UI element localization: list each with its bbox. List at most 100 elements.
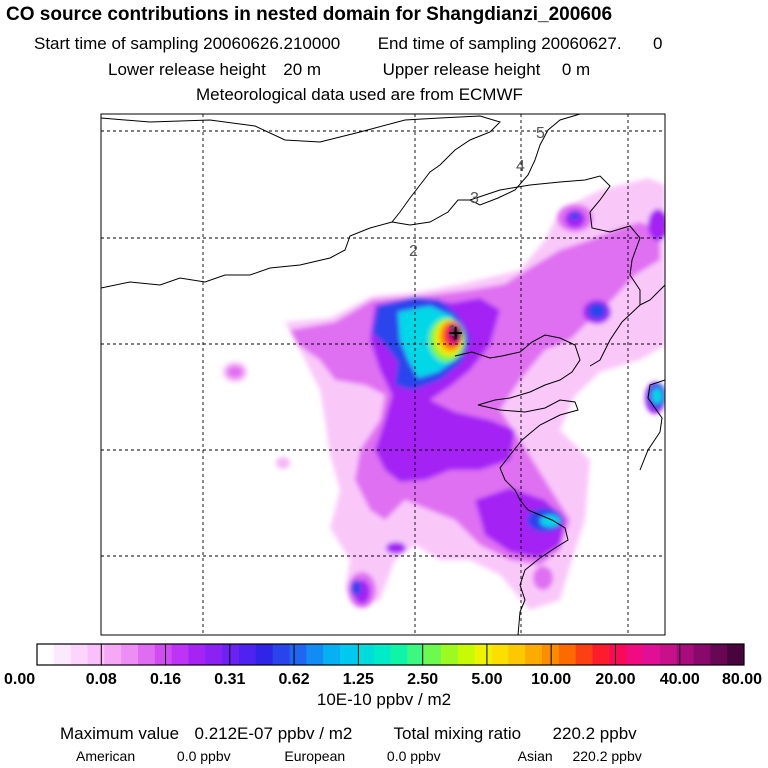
colorbar-cell bbox=[356, 644, 375, 665]
met-data-line: Meteorological data used are from ECMWF bbox=[196, 85, 523, 104]
colorbar-cell bbox=[643, 644, 661, 665]
contour-blue-isolated bbox=[588, 303, 606, 319]
coastline-korea-bay bbox=[469, 175, 641, 367]
contour-purple-south bbox=[475, 488, 565, 558]
colorbar-cell bbox=[457, 644, 476, 665]
coastline-north bbox=[101, 115, 501, 289]
coastline-bohai bbox=[391, 114, 581, 226]
colorbar-cell bbox=[558, 644, 577, 665]
colorbar-cell bbox=[390, 644, 408, 665]
contour-blue-isolated bbox=[570, 212, 580, 220]
concentration-field bbox=[223, 178, 665, 610]
colorbar-cell bbox=[121, 644, 139, 665]
colorbar-cell bbox=[239, 644, 257, 665]
end-extra: 0 bbox=[653, 34, 663, 53]
colorbar-cell bbox=[255, 644, 274, 665]
region-name-asian: Asian bbox=[517, 748, 553, 764]
colorbar-tick-label: 0.62 bbox=[279, 671, 310, 688]
coastline-shandong bbox=[454, 334, 581, 406]
colorbar-cell bbox=[659, 644, 678, 665]
colorbar-tick-labels: 0.00 0.08 0.16 0.31 0.62 1.25 2.50 5.00 10.00 20.… bbox=[4, 671, 762, 688]
colorbar-cell bbox=[340, 644, 358, 665]
colorbar-cell bbox=[154, 644, 173, 665]
colorbar-tick-label: 0.00 bbox=[4, 671, 35, 688]
colorbar-cell bbox=[373, 644, 391, 665]
contour-cyan-isolated bbox=[652, 388, 662, 404]
region-value-american: 0.0 ppbv bbox=[176, 748, 231, 764]
colorbar-frame bbox=[36, 643, 745, 666]
grid-label-5: 5 bbox=[536, 125, 545, 142]
start-label: Start time of sampling bbox=[34, 34, 199, 53]
colorbar-cell bbox=[37, 644, 55, 665]
colorbar-cell bbox=[592, 644, 610, 665]
colorbar-cell bbox=[222, 644, 240, 665]
grid-label-4: 4 bbox=[516, 158, 525, 175]
upper-release-value: 0 m bbox=[561, 60, 591, 79]
colorbar-cell bbox=[289, 644, 307, 665]
coastline-jiangsu bbox=[477, 399, 579, 635]
contour-purple-isolated bbox=[386, 542, 406, 554]
colorbar-unit: 10E-10 ppbv / m2 bbox=[316, 690, 452, 709]
colorbar-cell bbox=[727, 644, 745, 665]
grid-label-1: 1 bbox=[448, 323, 457, 340]
coastline-korea-west bbox=[639, 284, 665, 306]
contour-blue-isolated bbox=[351, 580, 361, 596]
colorbar-tick-label: 2.50 bbox=[407, 671, 438, 688]
region-name-european: European bbox=[284, 748, 346, 764]
grid-label-2: 2 bbox=[409, 243, 418, 260]
regional-contributions: American 0.0 ppbv European 0.0 ppbv Asia… bbox=[76, 748, 642, 764]
colorbar-cell bbox=[104, 644, 122, 665]
contour-light-pink-isolated bbox=[276, 457, 290, 469]
contour-magenta-isolated bbox=[533, 566, 553, 590]
colorbar-cells bbox=[37, 644, 745, 665]
colorbar-cell bbox=[205, 644, 223, 665]
colorbar-tick-label: 10.00 bbox=[531, 671, 571, 688]
colorbar-cell bbox=[323, 644, 341, 665]
colorbar-tick-label: 1.25 bbox=[343, 671, 374, 688]
map-frame bbox=[100, 113, 666, 636]
upper-release-label: Upper release height bbox=[382, 60, 541, 79]
release-height-line: Lower release height 20 m Upper release … bbox=[108, 60, 590, 80]
receptor-plus-sign: + bbox=[448, 318, 463, 348]
colorbar-tick-label: 0.08 bbox=[86, 671, 117, 688]
region-value-european: 0.0 ppbv bbox=[386, 748, 441, 764]
max-value: 0.212E-07 ppbv / m2 bbox=[194, 724, 353, 743]
colorbar-cell bbox=[188, 644, 206, 665]
max-value-label: Maximum value bbox=[60, 724, 180, 743]
end-label: End time of sampling bbox=[377, 34, 537, 53]
colorbar-cell bbox=[424, 644, 442, 665]
colorbar-cell bbox=[609, 644, 627, 665]
colorbar-cell bbox=[710, 644, 728, 665]
end-value: 20060627. bbox=[541, 34, 622, 53]
colorbar-cell bbox=[70, 644, 88, 665]
colorbar-tick-label: 5.00 bbox=[471, 671, 502, 688]
receptor-marker: + bbox=[448, 318, 463, 348]
colorbar-cell bbox=[272, 644, 290, 665]
sampling-time-line: Start time of sampling 20060626.210000 E… bbox=[34, 34, 663, 54]
summary-line: Maximum value 0.212E-07 ppbv / m2 Total … bbox=[60, 724, 637, 744]
colorbar-cell bbox=[693, 644, 711, 665]
coastline-east bbox=[639, 379, 665, 471]
colorbar-tick-label: 80.00 bbox=[722, 671, 762, 688]
figure-title: CO source contributions in nested domain… bbox=[6, 4, 613, 25]
colorbar-tick-label: 20.00 bbox=[595, 671, 635, 688]
start-value: 20060626.210000 bbox=[203, 34, 341, 53]
contour-purple-isolated bbox=[648, 209, 665, 241]
colorbar-tick-label: 0.31 bbox=[214, 671, 245, 688]
lower-release-label: Lower release height bbox=[108, 60, 266, 79]
colorbar-cell bbox=[626, 644, 644, 665]
colorbar-cell bbox=[407, 644, 425, 665]
colorbar-cell bbox=[87, 644, 105, 665]
grid-label-3: 3 bbox=[470, 190, 479, 207]
region-value-asian: 220.2 ppbv bbox=[572, 748, 642, 764]
contour-magenta-isolated bbox=[227, 366, 243, 378]
lower-release-value: 20 m bbox=[283, 60, 322, 79]
colorbar-cell bbox=[441, 644, 459, 665]
colorbar-cell bbox=[491, 644, 509, 665]
colorbar-cell bbox=[171, 644, 189, 665]
lat-lon-grid bbox=[101, 114, 665, 635]
total-mixing-value: 220.2 ppbv bbox=[552, 724, 637, 743]
colorbar-tick-label: 0.16 bbox=[150, 671, 181, 688]
colorbar-cell bbox=[508, 644, 526, 665]
colorbar-cell bbox=[525, 644, 543, 665]
